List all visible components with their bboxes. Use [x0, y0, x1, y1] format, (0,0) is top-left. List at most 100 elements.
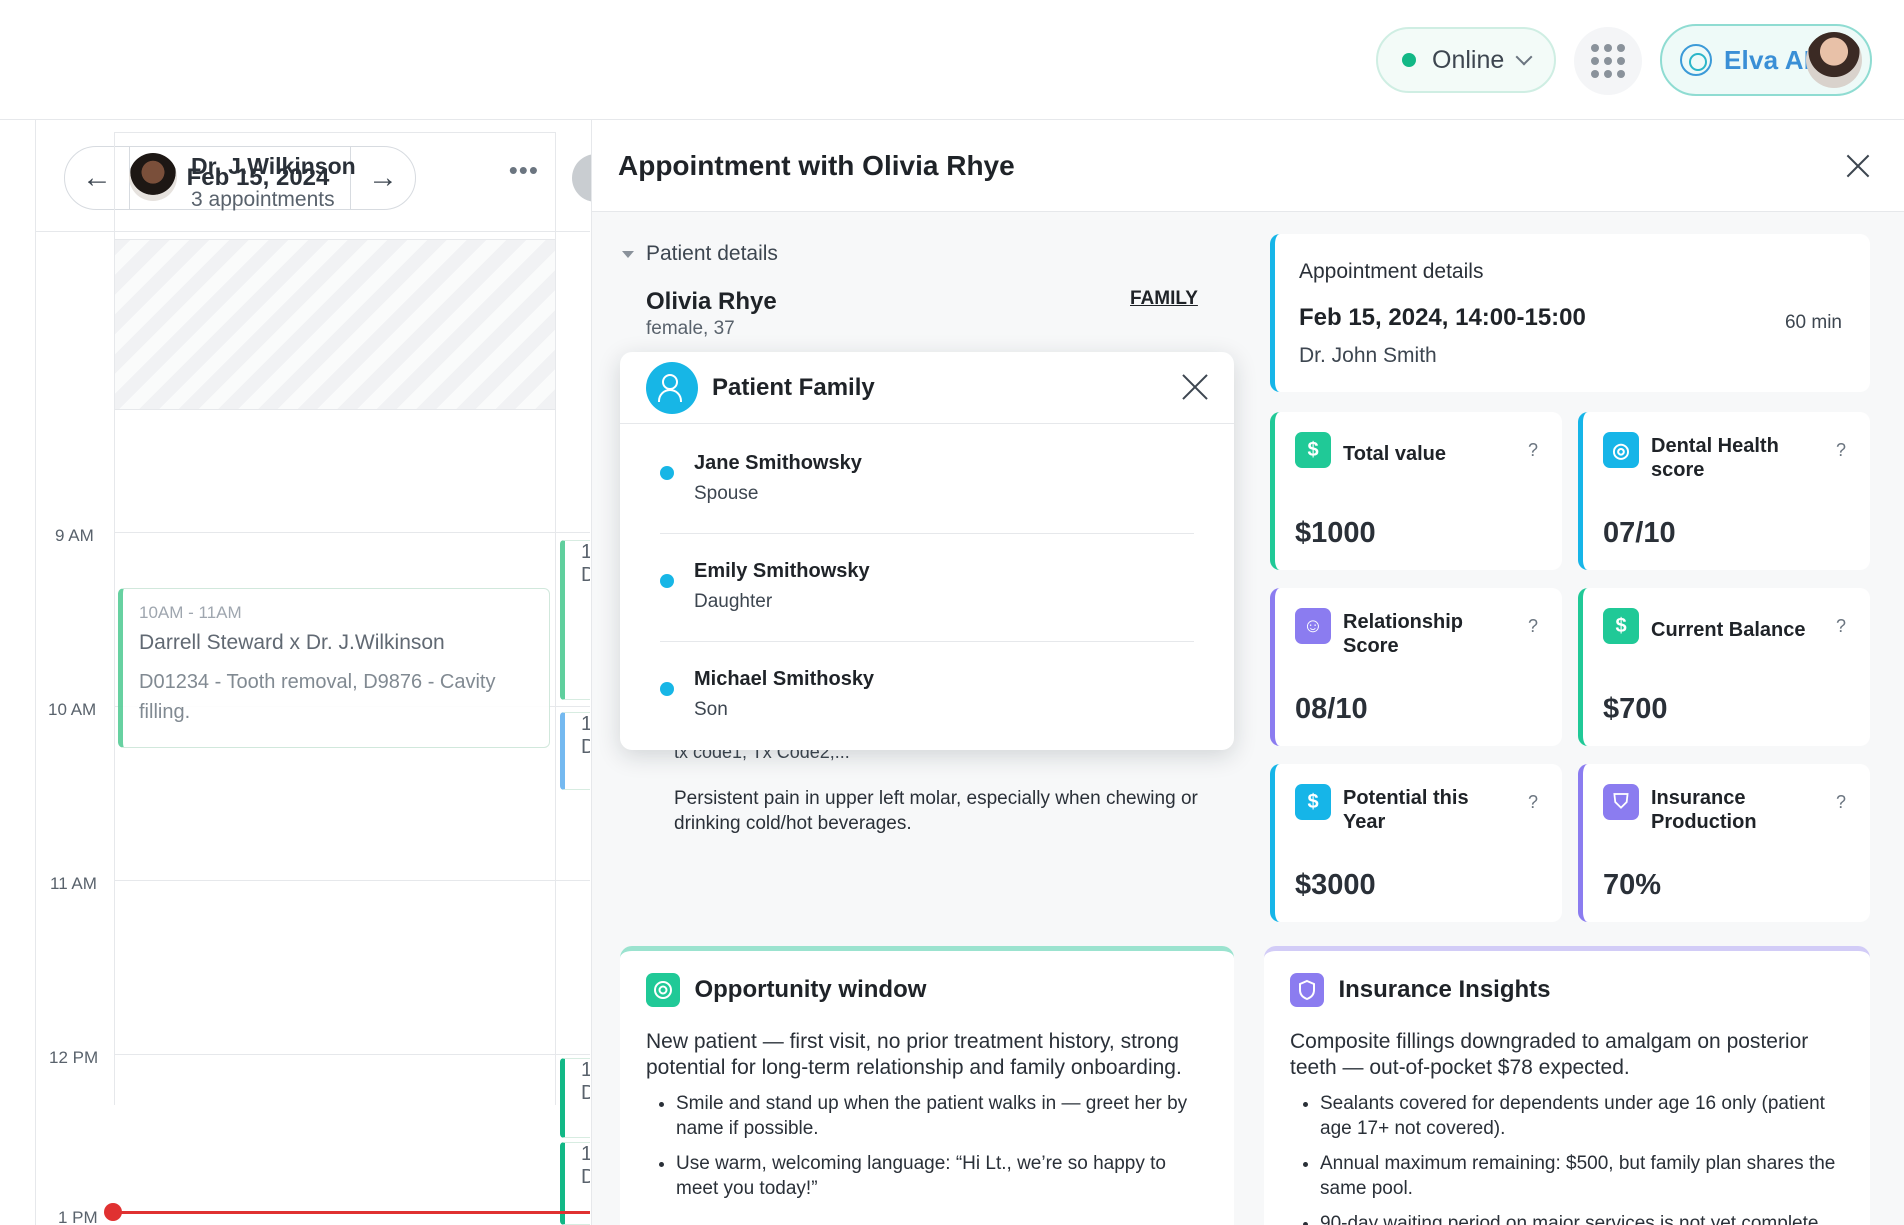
dollar-icon: $	[1603, 608, 1639, 644]
next-day-button[interactable]: →	[351, 147, 415, 209]
metric-label: Insurance Production	[1651, 787, 1757, 833]
metric-label: Potential this Year	[1343, 787, 1469, 833]
family-link[interactable]: FAMILY	[1130, 288, 1198, 309]
list-item: 90-day waiting period on major services …	[1320, 1211, 1844, 1225]
hour-label: 11 AM	[50, 874, 97, 893]
member-name: Emily Smithowsky	[694, 560, 870, 582]
insurance-insights-card: Insurance Insights Composite fillings do…	[1264, 946, 1870, 1225]
shield-icon	[1290, 973, 1324, 1007]
close-icon[interactable]	[1846, 154, 1870, 178]
card-title: Opportunity window	[694, 976, 927, 1003]
date-navigator: ← Feb 15, 2024 →	[64, 146, 416, 210]
appointment-duration: 60 min	[1784, 312, 1842, 333]
patient-family-popup: Patient Family Jane Smithowsky Spouse Em…	[620, 352, 1234, 750]
member-name: Michael Smithosky	[694, 668, 875, 690]
prev-day-button[interactable]: ←	[65, 147, 129, 209]
metric-value: $1000	[1295, 517, 1376, 549]
current-time-line	[114, 1211, 590, 1214]
appointment-card[interactable]: 1 D	[560, 540, 590, 700]
patient-details-label: Patient details	[646, 242, 778, 265]
metric-value: 70%	[1603, 869, 1662, 901]
apps-grid-icon	[1591, 44, 1599, 52]
more-options-icon[interactable]: •••	[508, 155, 539, 185]
list-item: Use warm, welcoming language: “Hi Lt., w…	[676, 1151, 1208, 1201]
appointment-panel: Appointment with Olivia Rhye Patient det…	[591, 120, 1904, 1225]
patient-complaint: Persistent pain in upper left molar, esp…	[674, 788, 1198, 834]
metric-insurance-production: ⛉ Insurance Production ? 70%	[1578, 764, 1870, 922]
list-item: Annual maximum remaining: $500, but fami…	[1320, 1151, 1844, 1201]
appointment-card[interactable]: 1 D	[560, 1058, 590, 1138]
popup-title: Patient Family	[712, 373, 875, 401]
appointment-card[interactable]: 1 D	[560, 712, 590, 790]
member-name: Jane Smithowsky	[694, 452, 862, 474]
metric-label: Total value	[1343, 443, 1446, 465]
member-relation: Son	[694, 699, 728, 720]
appointment-details-card: Appointment details Feb 15, 2024, 14:00-…	[1270, 234, 1870, 392]
help-icon[interactable]: ?	[1527, 792, 1538, 812]
date-picker-button[interactable]: Feb 15, 2024	[129, 147, 351, 209]
appointment-desc: D01234 - Tooth removal, D9876 - Cavity f…	[139, 671, 496, 723]
elva-ai-label: Elva AI	[1724, 44, 1812, 75]
help-icon[interactable]: ?	[1835, 616, 1846, 636]
opportunity-window-card: Opportunity window New patient — first v…	[620, 946, 1234, 1225]
family-icon	[646, 361, 698, 414]
bullet-dot-icon	[660, 574, 674, 588]
user-avatar[interactable]	[1806, 32, 1862, 88]
metric-value: 07/10	[1603, 517, 1676, 549]
arrow-right-icon: →	[368, 161, 398, 194]
doctor-name: Dr. J.Wilkinson	[191, 153, 356, 179]
chevron-down-icon	[1515, 48, 1533, 66]
patient-name: Olivia Rhye	[646, 288, 777, 315]
family-member-item[interactable]: Emily Smithowsky Daughter	[660, 534, 1194, 642]
metric-label: Relationship Score	[1343, 611, 1464, 657]
close-icon[interactable]	[1182, 374, 1208, 400]
status-label: Online	[1432, 45, 1505, 74]
help-icon[interactable]: ?	[1835, 440, 1846, 460]
insights-list: Sealants covered for dependents under ag…	[1290, 1091, 1844, 1225]
panel-title: Appointment with Olivia Rhye	[618, 149, 1015, 181]
patient-details-toggle[interactable]: Patient details	[622, 242, 778, 266]
online-status-icon	[1402, 53, 1416, 67]
arrow-left-icon: ←	[82, 161, 112, 194]
help-icon[interactable]: ?	[1835, 792, 1846, 812]
appointment-card[interactable]: 10AM - 11AM Darrell Steward x Dr. J.Wilk…	[118, 588, 550, 748]
elva-ai-button[interactable]: Elva AI	[1660, 24, 1872, 96]
help-icon[interactable]: ?	[1527, 616, 1538, 636]
hour-label: 1 PM	[58, 1208, 98, 1225]
doctor-appointment-count: 3 appointments	[191, 188, 335, 211]
member-relation: Spouse	[694, 483, 759, 504]
appointment-datetime: Feb 15, 2024, 14:00-15:00	[1299, 304, 1586, 331]
metric-label: Current Balance	[1651, 619, 1806, 641]
card-title: Insurance Insights	[1338, 976, 1551, 1003]
hour-label: 12 PM	[49, 1048, 99, 1067]
card-lead: Composite fillings downgraded to amalgam…	[1290, 1030, 1809, 1079]
metric-value: 08/10	[1295, 693, 1368, 725]
metric-potential-year: $ Potential this Year ? $3000	[1270, 764, 1562, 922]
metric-current-balance: $ Current Balance ? $700	[1578, 588, 1870, 746]
appointment-doctor: Dr. John Smith	[1299, 344, 1437, 367]
help-icon[interactable]: ?	[1527, 440, 1538, 460]
card-lead: New patient — first visit, no prior trea…	[646, 1030, 1182, 1079]
popup-header: Patient Family	[620, 352, 1234, 424]
doctor-avatar	[129, 153, 177, 201]
metric-value: $700	[1603, 693, 1668, 725]
metric-total-value: $ Total value ? $1000	[1270, 412, 1562, 570]
panel-header: Appointment with Olivia Rhye	[592, 120, 1904, 212]
family-member-item[interactable]: Jane Smithowsky Spouse	[660, 426, 1194, 534]
status-dropdown[interactable]: Online	[1376, 27, 1556, 93]
family-member-item[interactable]: Michael Smithosky Son	[660, 642, 1194, 750]
member-relation: Daughter	[694, 591, 773, 612]
metric-value: $3000	[1295, 869, 1376, 901]
bullet-dot-icon	[660, 466, 674, 480]
tips-list: Smile and stand up when the patient walk…	[646, 1091, 1208, 1201]
top-bar: Online Elva AI	[0, 0, 1904, 120]
apps-grid-button[interactable]	[1574, 27, 1642, 95]
patient-demographics: female, 37	[646, 318, 735, 339]
metric-label: Dental Health score	[1651, 435, 1779, 481]
metric-relationship-score: ☺ Relationship Score ? 08/10	[1270, 588, 1562, 746]
doctor-column: Dr. J.Wilkinson 3 appointments •••	[114, 132, 556, 1105]
shield-icon: ⛉	[1603, 784, 1639, 820]
dollar-icon: $	[1295, 784, 1331, 820]
target-icon	[646, 973, 680, 1007]
current-time-dot	[104, 1203, 122, 1221]
